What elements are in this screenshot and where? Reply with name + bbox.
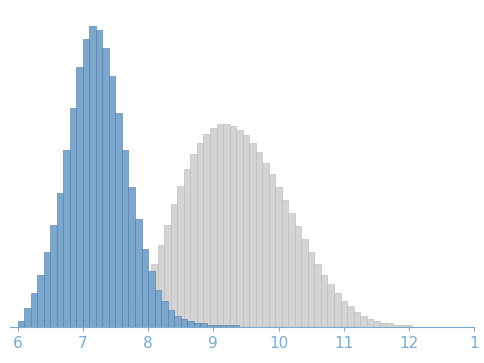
Bar xyxy=(406,325,412,327)
Bar xyxy=(57,193,63,327)
Bar xyxy=(174,315,181,327)
Bar xyxy=(161,301,167,327)
Bar xyxy=(194,323,200,327)
Bar xyxy=(341,301,347,327)
Bar xyxy=(181,319,187,327)
Bar xyxy=(83,39,89,327)
Bar xyxy=(119,319,125,327)
Bar xyxy=(315,264,321,327)
Bar xyxy=(190,154,197,327)
Bar xyxy=(30,293,37,327)
Bar xyxy=(236,130,242,327)
Bar xyxy=(203,134,210,327)
Bar xyxy=(63,150,70,327)
Bar xyxy=(220,325,227,327)
Bar xyxy=(76,67,83,327)
Bar xyxy=(367,319,373,327)
Bar xyxy=(347,306,354,327)
Bar xyxy=(151,264,158,327)
Bar xyxy=(148,271,154,327)
Bar xyxy=(282,200,288,327)
Bar xyxy=(227,325,233,327)
Bar xyxy=(132,306,138,327)
Bar xyxy=(106,325,112,327)
Bar xyxy=(207,325,213,327)
Bar xyxy=(122,150,128,327)
Bar xyxy=(334,293,341,327)
Bar xyxy=(167,310,174,327)
Bar xyxy=(187,321,194,327)
Bar xyxy=(128,187,135,327)
Bar xyxy=(138,295,145,327)
Bar xyxy=(242,135,249,327)
Bar xyxy=(145,280,151,327)
Bar xyxy=(141,249,148,327)
Bar xyxy=(262,163,269,327)
Bar xyxy=(70,107,76,327)
Bar xyxy=(24,308,30,327)
Bar xyxy=(96,29,102,327)
Bar xyxy=(288,213,295,327)
Bar xyxy=(321,275,328,327)
Bar xyxy=(44,252,50,327)
Bar xyxy=(210,128,216,327)
Bar xyxy=(275,187,282,327)
Bar xyxy=(213,325,220,327)
Bar xyxy=(216,124,223,327)
Bar xyxy=(302,240,308,327)
Bar xyxy=(354,312,360,327)
Bar xyxy=(154,290,161,327)
Bar xyxy=(17,321,24,327)
Bar xyxy=(308,252,315,327)
Bar xyxy=(184,169,190,327)
Bar xyxy=(399,325,406,327)
Bar xyxy=(115,113,122,327)
Bar xyxy=(37,275,44,327)
Bar xyxy=(200,323,207,327)
Bar xyxy=(109,76,115,327)
Bar xyxy=(269,174,275,327)
Bar xyxy=(158,245,165,327)
Bar xyxy=(229,126,236,327)
Bar xyxy=(249,143,256,327)
Bar xyxy=(360,315,367,327)
Bar xyxy=(178,185,184,327)
Bar xyxy=(393,325,399,327)
Bar xyxy=(125,314,132,327)
Bar xyxy=(135,219,141,327)
Bar xyxy=(89,26,96,327)
Bar xyxy=(328,284,334,327)
Bar xyxy=(256,152,262,327)
Bar xyxy=(223,124,229,327)
Bar xyxy=(165,225,171,327)
Bar xyxy=(379,323,386,327)
Bar xyxy=(386,323,393,327)
Bar xyxy=(50,225,57,327)
Bar xyxy=(171,204,178,327)
Bar xyxy=(197,143,203,327)
Bar xyxy=(102,48,109,327)
Bar xyxy=(233,325,240,327)
Bar xyxy=(112,323,119,327)
Bar xyxy=(295,227,302,327)
Bar xyxy=(373,321,379,327)
